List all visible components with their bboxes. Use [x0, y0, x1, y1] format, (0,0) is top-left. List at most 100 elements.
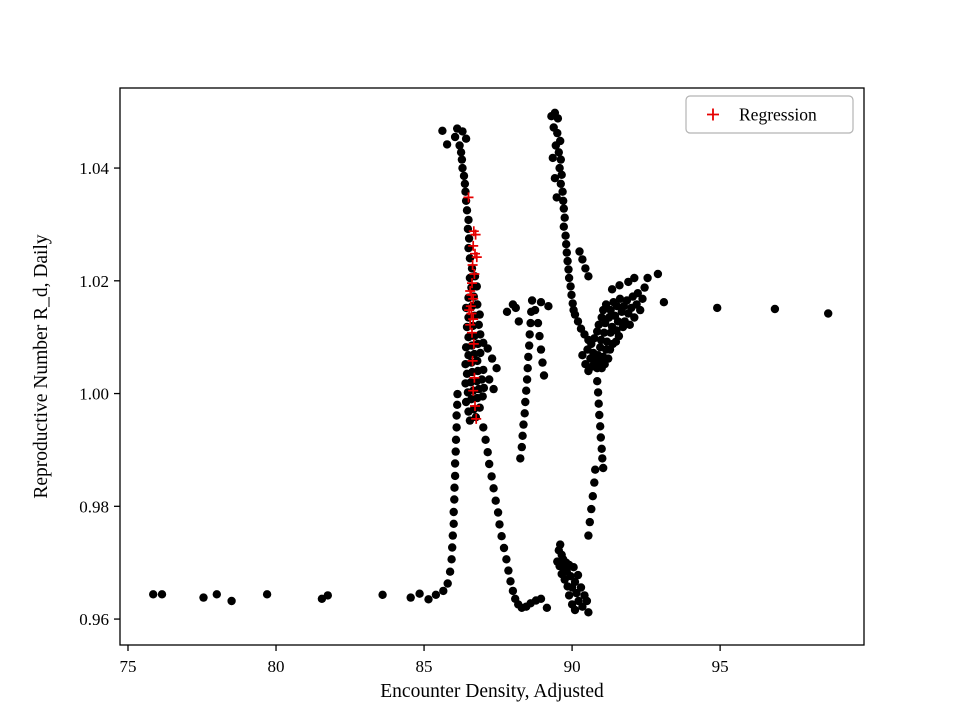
scatter-point [481, 435, 490, 444]
scatter-point [585, 517, 594, 527]
scatter-point [566, 282, 575, 291]
regression-plus-marker [470, 229, 481, 240]
scatter-point [450, 495, 459, 504]
regression-plus-marker [466, 308, 477, 319]
scatter-point [548, 153, 557, 163]
scatter-point [450, 483, 459, 492]
scatter-point [495, 520, 504, 529]
scatter-point [451, 447, 460, 456]
x-axis-label: Encounter Density, Adjusted [380, 681, 604, 702]
scatter-point [612, 302, 622, 311]
scatter-point [497, 532, 506, 541]
scatter-point [479, 365, 488, 375]
scatter-point [573, 570, 583, 580]
scatter-point [524, 352, 533, 362]
scatter-point [455, 141, 464, 150]
scatter-point [212, 590, 221, 599]
scatter-point [474, 320, 483, 329]
scatter-point [459, 171, 469, 181]
scatter-point [460, 179, 470, 188]
scatter-point [599, 328, 609, 337]
x-axis-ticks: 75 80 85 90 95 [119, 645, 729, 676]
scatter-point [499, 543, 509, 553]
scatter-point [584, 608, 593, 617]
y-tick-label: 0.96 [79, 610, 109, 629]
scatter-point [493, 508, 503, 517]
legend: Regression [685, 95, 854, 134]
scatter-point [479, 423, 488, 432]
scatter-point [523, 364, 532, 373]
scatter-point [487, 354, 497, 363]
scatter-point [536, 594, 546, 603]
scatter-point [630, 313, 639, 322]
scatter-point [578, 351, 587, 360]
regression-plus-marker [469, 372, 480, 383]
scatter-point [559, 196, 568, 205]
scatter-point [227, 596, 236, 606]
scatter-point [502, 307, 512, 316]
scatter-point [461, 134, 471, 143]
scatter-point [606, 305, 615, 315]
scatter-point [573, 317, 583, 326]
scatter-point [578, 255, 587, 264]
scatter-point [633, 289, 642, 298]
scatter-point [456, 148, 466, 157]
scatter-point [597, 444, 606, 453]
scatter-point [559, 204, 568, 213]
scatter-point [572, 588, 581, 598]
scatter-point [584, 272, 593, 281]
scatter-point [624, 277, 633, 287]
scatter-point [561, 231, 570, 240]
scatter-point [406, 593, 415, 602]
regression-plus-marker [470, 401, 480, 411]
scatter-point [556, 540, 565, 549]
scatter-point [476, 330, 485, 339]
scatter-point [519, 420, 528, 429]
scatter-point [584, 531, 593, 540]
scatter-point [525, 330, 534, 339]
scatter-point [483, 344, 492, 353]
scatter-point [638, 294, 647, 303]
scatter-point [601, 300, 611, 309]
scatter-point [613, 317, 623, 326]
scatter-point [525, 341, 534, 350]
scatter-point [378, 590, 387, 599]
scatter-point [323, 591, 332, 600]
regression-plus-marker [468, 385, 479, 396]
scatter-point [520, 409, 529, 418]
y-tick-label: 1.02 [79, 272, 109, 291]
scatter-point [562, 248, 571, 257]
scatter-point [598, 454, 607, 463]
scatter-series-points [149, 108, 833, 617]
scatter-point [453, 400, 462, 409]
scatter-point [451, 435, 461, 444]
scatter-point [489, 484, 498, 493]
scatter-point [458, 127, 467, 136]
scatter-point [599, 463, 608, 473]
scatter-point [535, 331, 544, 341]
scatter-point [593, 388, 603, 397]
plus-icon [707, 108, 719, 121]
scatter-point [487, 472, 496, 481]
scatter-point [538, 358, 547, 367]
scatter-point [464, 234, 474, 243]
scatter-point [576, 583, 586, 592]
scatter-point [479, 338, 488, 347]
scatter-point [566, 572, 575, 581]
scatter-point [643, 273, 652, 283]
scatter-point [570, 577, 580, 587]
scatter-point [581, 360, 590, 369]
scatter-point [590, 478, 599, 487]
scatter-point [713, 303, 722, 313]
scatter-point [475, 403, 484, 412]
y-tick-label: 1.04 [79, 159, 109, 178]
scatter-point [443, 579, 452, 588]
regression-plus-marker [468, 314, 479, 325]
scatter-point [562, 240, 571, 249]
regression-plus-marker [463, 192, 474, 203]
scatter-point [450, 459, 460, 468]
regression-series-points [463, 192, 482, 424]
scatter-point [475, 310, 484, 319]
scatter-point [450, 471, 460, 481]
